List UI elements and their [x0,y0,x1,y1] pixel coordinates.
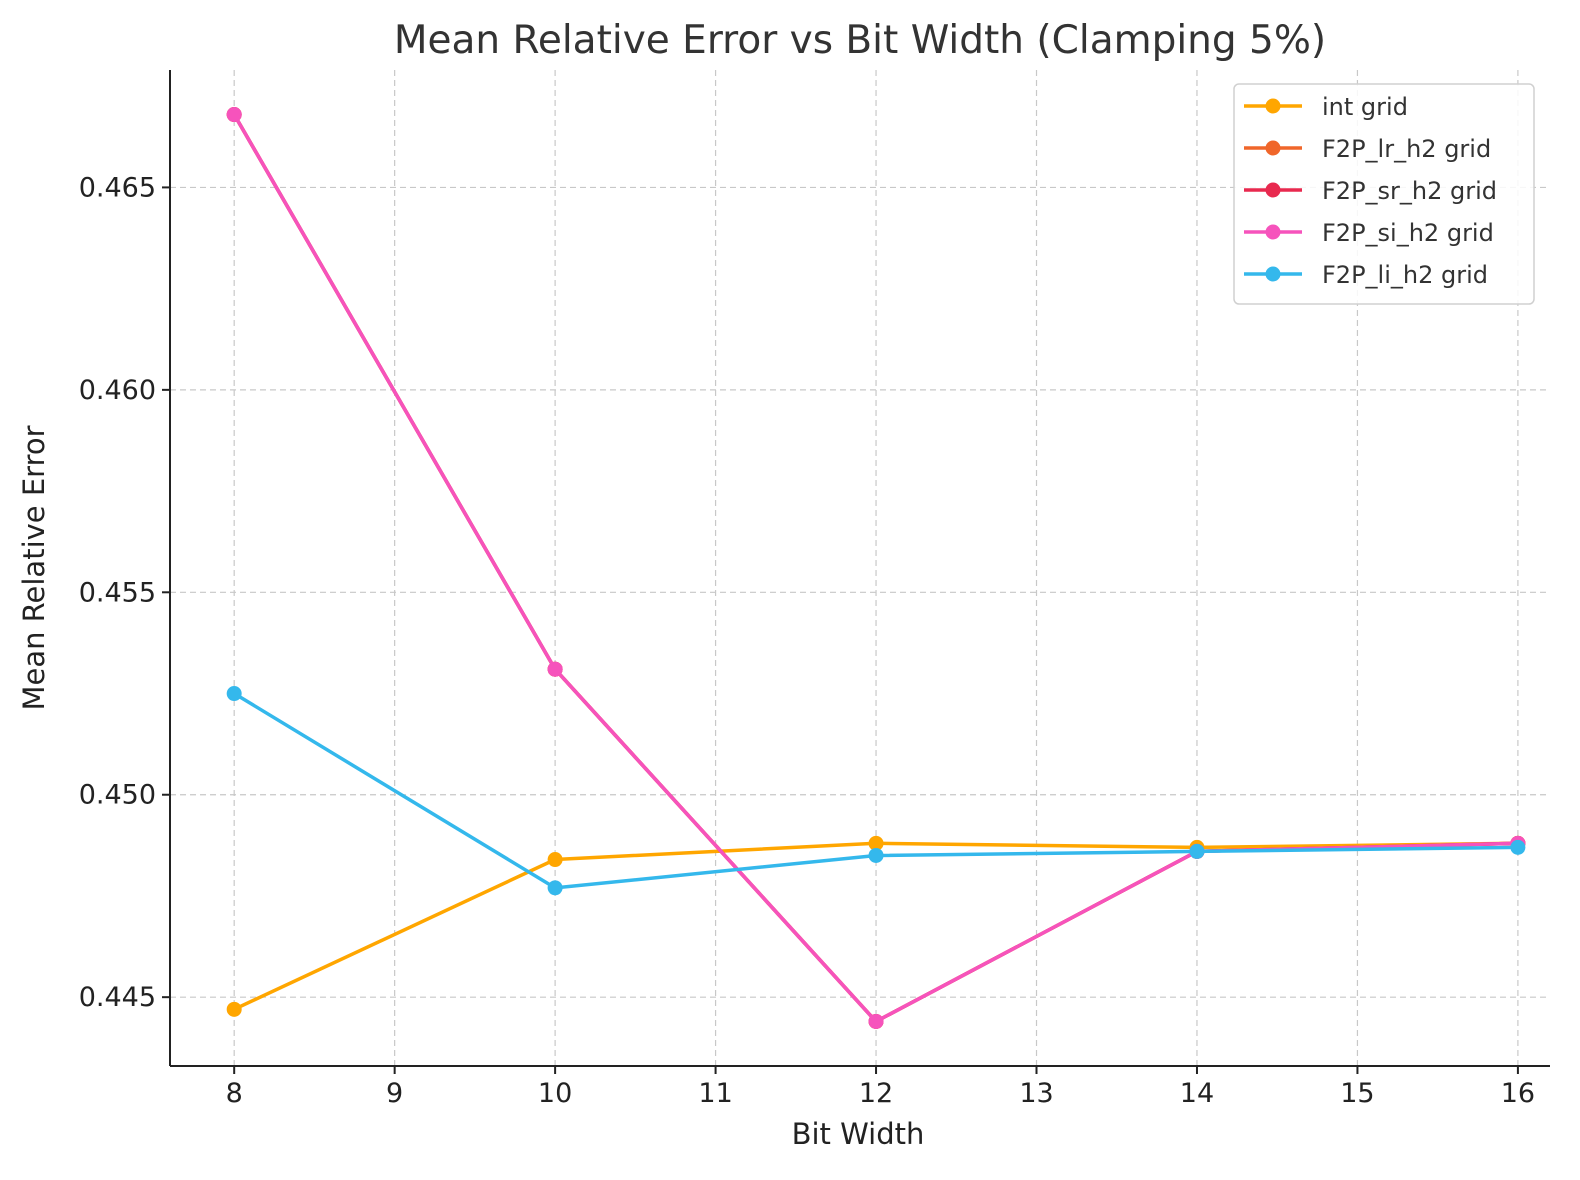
data-point [547,880,563,896]
legend-swatch-marker [1265,182,1281,198]
legend-label: F2P_si_h2 grid [1322,219,1494,247]
data-point [868,835,884,851]
legend-item: int grid [1244,93,1408,121]
axes [169,70,1550,1067]
legend-label: int grid [1322,93,1408,121]
x-tick-label: 10 [538,1078,572,1109]
data-point [547,661,563,677]
legend-swatch-marker [1265,140,1281,156]
x-tick-label: 14 [1180,1078,1214,1109]
series-f2p-li-h2-grid [226,686,1526,896]
x-axis-label: Bit Width [792,1117,925,1151]
x-tick-label: 13 [1019,1078,1053,1109]
legend-swatch-marker [1265,224,1281,240]
legend-label: F2P_li_h2 grid [1322,261,1488,289]
y-tick-label: 0.450 [79,780,156,811]
ticks: 8 9 10 11 12 13 14 15 16 0.445 0.450 0.455 0.460 0.46… [79,172,1535,1109]
series-int-grid [226,835,1526,1017]
legend-item: F2P_li_h2 grid [1244,261,1488,289]
chart-title: Mean Relative Error vs Bit Width (Clampi… [394,18,1326,63]
legend-item: F2P_si_h2 grid [1244,219,1494,247]
data-point [1510,839,1526,855]
legend: int grid F2P_lr_h2 grid F2P_sr_h2 grid F2P_… [1233,83,1535,305]
data-point [868,1013,884,1029]
y-tick-label: 0.445 [79,982,156,1013]
x-tick-label: 9 [386,1078,403,1109]
legend-item: F2P_lr_h2 grid [1244,135,1491,163]
series-layer [226,107,1526,1029]
data-point [868,847,884,863]
legend-label: F2P_sr_h2 grid [1322,177,1497,205]
legend-swatch-marker [1265,266,1281,282]
legend-swatch-marker [1265,98,1281,114]
data-point [1189,843,1205,859]
legend-item: F2P_sr_h2 grid [1244,177,1497,205]
x-tick-label: 11 [698,1078,732,1109]
y-tick-label: 0.460 [79,375,156,406]
data-point [226,1001,242,1017]
data-point [226,686,242,702]
data-point [547,852,563,868]
y-tick-label: 0.455 [79,577,156,608]
grid-lines [170,70,1550,1066]
x-tick-label: 12 [859,1078,893,1109]
y-axis-label: Mean Relative Error [17,425,51,710]
y-tick-label: 0.465 [79,172,156,203]
data-point [226,107,242,123]
x-tick-label: 16 [1501,1078,1535,1109]
legend-label: F2P_lr_h2 grid [1322,135,1491,163]
legend-box [1233,83,1535,305]
x-tick-label: 15 [1340,1078,1374,1109]
x-tick-label: 8 [226,1078,243,1109]
